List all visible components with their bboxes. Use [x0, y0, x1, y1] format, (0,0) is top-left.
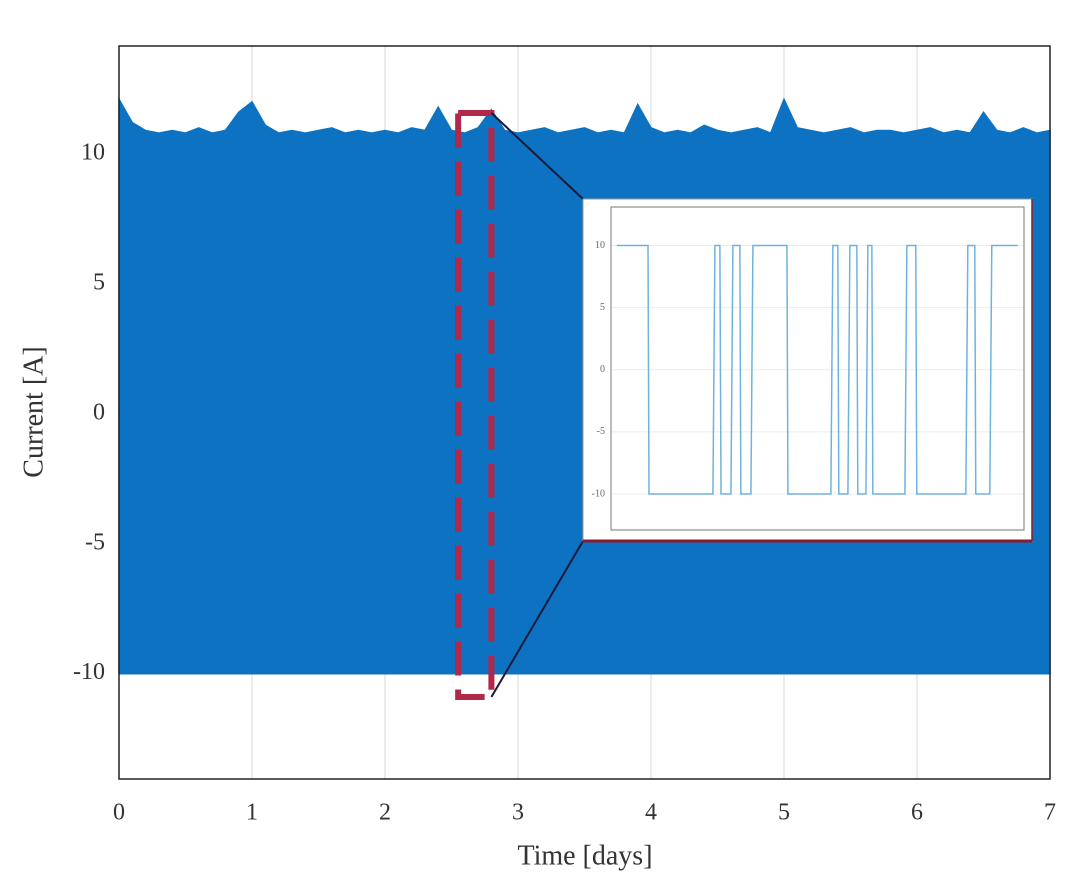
- y-tick-label: 10: [81, 139, 105, 165]
- x-tick-label: 4: [645, 800, 657, 826]
- axes-frame: [118, 45, 1051, 780]
- inset-axes-frame: [610, 206, 1025, 531]
- y-axis-label: Current [A]: [18, 346, 49, 477]
- x-tick-label: 3: [512, 800, 524, 826]
- x-tick-label: 6: [911, 800, 923, 826]
- zoom-connector: [490, 112, 584, 200]
- y-tick-label: -10: [592, 488, 605, 499]
- zoom-connector: [490, 540, 584, 698]
- x-tick-label: 7: [1044, 800, 1056, 826]
- x-tick-label: 2: [379, 800, 391, 826]
- y-tick-label: 0: [600, 364, 605, 375]
- y-tick-label: 5: [600, 302, 605, 313]
- zoom-box: [455, 110, 495, 700]
- x-tick-label: 5: [778, 800, 790, 826]
- y-tick-label: -10: [73, 659, 105, 685]
- y-tick-label: 10: [595, 240, 605, 251]
- y-tick-label: 0: [93, 399, 105, 425]
- x-tick-label: 0: [113, 800, 125, 826]
- y-tick-label: 5: [93, 269, 105, 295]
- y-tick-label: -5: [597, 426, 605, 437]
- line: [616, 244, 1018, 495]
- x-axis-label: Time [days]: [517, 840, 652, 871]
- y-tick-label: -5: [85, 529, 105, 555]
- x-tick-label: 1: [246, 800, 258, 826]
